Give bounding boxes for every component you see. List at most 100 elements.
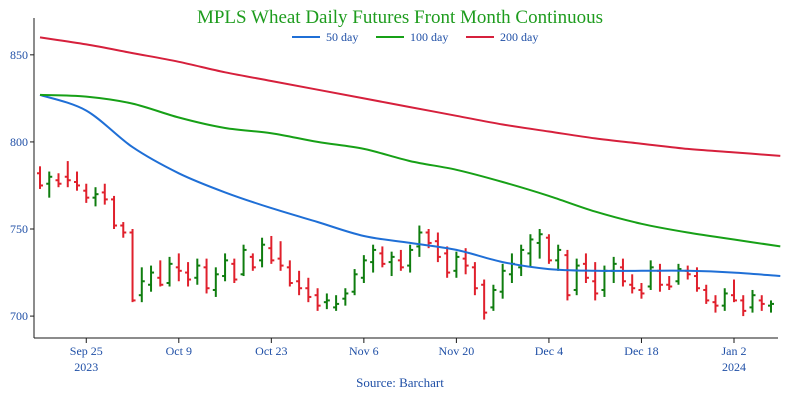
- x-tick-year-label: 2023: [74, 360, 98, 374]
- price-bar: [573, 258, 580, 296]
- price-bar: [499, 263, 506, 299]
- price-bar: [323, 293, 330, 310]
- price-bar: [222, 253, 229, 282]
- price-bar: [629, 274, 636, 294]
- x-tick-label: Oct 9: [166, 344, 192, 358]
- price-bars: [37, 161, 774, 320]
- x-tick-label: Sep 25: [70, 344, 103, 358]
- x-tick-label: Jan 2: [721, 344, 746, 358]
- price-bar: [286, 260, 293, 287]
- y-tick-label: 850: [10, 48, 28, 62]
- source-note: Source: Barchart: [356, 375, 444, 390]
- price-bar: [749, 289, 756, 313]
- price-bar: [638, 283, 645, 299]
- price-bar: [259, 237, 266, 268]
- price-bar: [647, 260, 654, 290]
- ma-200-day-line: [39, 36, 781, 157]
- price-bar: [305, 277, 312, 303]
- price-bar: [518, 244, 525, 277]
- price-bar: [703, 284, 710, 304]
- price-bar: [582, 253, 589, 284]
- price-bar: [55, 173, 62, 188]
- price-bar: [619, 258, 626, 287]
- price-bar: [656, 263, 663, 292]
- price-bar: [490, 284, 497, 311]
- price-bar: [416, 225, 423, 257]
- price-bar: [194, 258, 201, 285]
- price-bar: [592, 262, 599, 301]
- price-bar: [508, 253, 515, 284]
- price-bar: [120, 222, 127, 238]
- price-bar: [46, 171, 53, 198]
- price-bar: [185, 262, 192, 287]
- price-bar: [730, 279, 737, 303]
- legend: 50 day 100 day 200 day: [292, 30, 538, 44]
- price-bar: [203, 258, 210, 294]
- price-bar: [360, 255, 367, 284]
- price-bar: [64, 161, 71, 188]
- price-bar: [388, 251, 395, 277]
- price-bar: [129, 229, 136, 303]
- y-tick-label: 750: [10, 222, 28, 236]
- price-bar: [397, 249, 404, 271]
- price-bar: [712, 295, 719, 313]
- price-bar: [545, 234, 552, 264]
- price-bar: [351, 269, 358, 296]
- chart-title: MPLS Wheat Daily Futures Front Month Con…: [197, 7, 603, 28]
- price-bar: [212, 267, 219, 297]
- price-bar: [536, 229, 543, 259]
- x-tick-label: Dec 4: [535, 344, 563, 358]
- price-bar: [527, 234, 534, 268]
- price-bar: [379, 246, 386, 268]
- price-bar: [92, 187, 99, 207]
- moving-average-lines: [39, 36, 781, 277]
- price-bar: [240, 244, 247, 277]
- price-bar: [277, 241, 284, 271]
- price-bar: [166, 256, 173, 287]
- price-bar: [83, 183, 90, 203]
- price-bar: [481, 279, 488, 320]
- price-bar: [564, 249, 571, 301]
- price-bar: [37, 166, 43, 189]
- price-bar: [74, 171, 81, 191]
- x-tick-label: Nov 20: [439, 344, 475, 358]
- price-bar: [333, 295, 340, 311]
- price-bar: [175, 253, 182, 282]
- price-bar: [101, 183, 108, 205]
- price-bar: [111, 195, 118, 230]
- price-bar: [314, 288, 321, 311]
- legend-label-50-day: 50 day: [326, 30, 358, 44]
- x-tick-label: Dec 18: [624, 344, 658, 358]
- legend-label-100-day: 100 day: [410, 30, 448, 44]
- y-tick-label: 800: [10, 135, 28, 149]
- legend-label-200-day: 200 day: [500, 30, 538, 44]
- price-bar: [138, 267, 145, 303]
- price-bar: [684, 265, 691, 280]
- price-bar: [721, 288, 728, 311]
- y-axis-ticks: 700 750 800 850: [10, 48, 34, 323]
- price-bar: [407, 244, 414, 273]
- price-bar: [157, 260, 164, 287]
- ma-100-day-line: [39, 93, 781, 248]
- price-bar: [296, 270, 303, 296]
- price-bar: [555, 244, 562, 271]
- price-bar: [370, 244, 377, 273]
- price-bar: [666, 276, 673, 290]
- x-tick-year-label: 2024: [722, 360, 746, 374]
- price-bar: [231, 258, 238, 284]
- price-bar: [453, 251, 460, 278]
- price-bar: [471, 262, 478, 296]
- y-tick-label: 700: [10, 309, 28, 323]
- price-bar: [342, 288, 349, 306]
- x-axis-ticks: Sep 25 2023 Oct 9 Oct 23 Nov 6 Nov 20 Dec 4 Dec…: [70, 338, 746, 374]
- price-bar: [758, 295, 765, 311]
- price-bar: [249, 253, 256, 271]
- ma-50-day-line: [39, 93, 781, 277]
- price-bar: [444, 246, 451, 278]
- x-tick-label: Oct 23: [255, 344, 287, 358]
- x-tick-label: Nov 6: [349, 344, 379, 358]
- price-bar: [768, 300, 774, 313]
- price-bar: [675, 263, 682, 285]
- price-bar: [148, 265, 155, 292]
